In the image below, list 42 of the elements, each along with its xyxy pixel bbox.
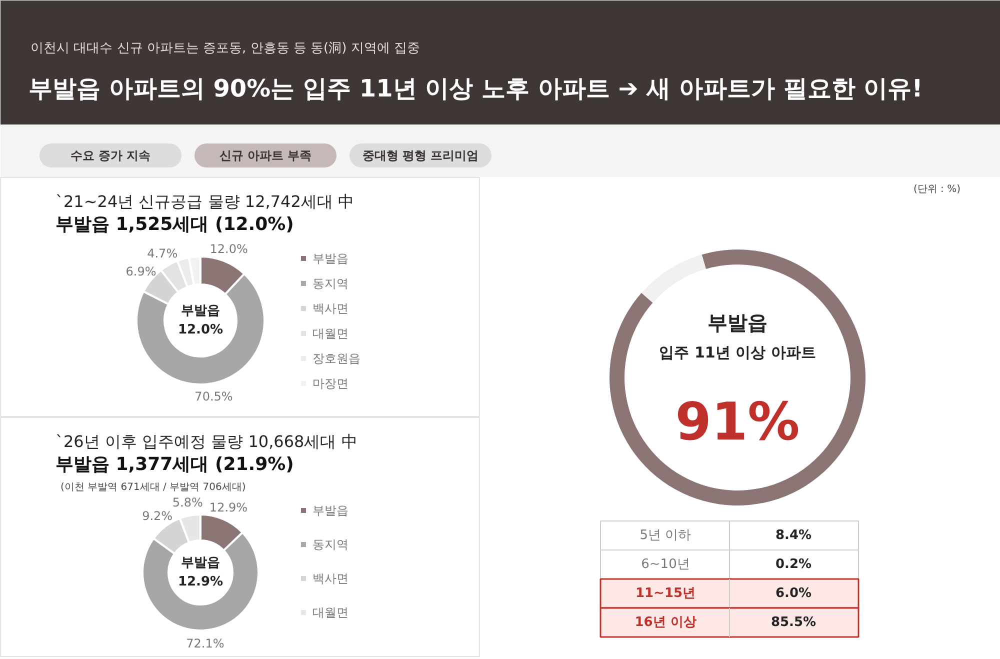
data-label: 4.7% bbox=[147, 246, 178, 261]
text: 입주 11년 이상 아파트 bbox=[659, 344, 816, 362]
chart-title: `26년 이후 입주예정 물량 10,668세대 中 bbox=[56, 432, 358, 451]
data-label: 12.0% bbox=[210, 242, 248, 256]
text: 부발읍 12.9% bbox=[178, 556, 224, 590]
text: 8.4% bbox=[775, 528, 812, 543]
text: 부발읍 12.0% bbox=[178, 304, 224, 338]
data-label: 12.9% bbox=[209, 500, 248, 514]
legend-label: 백사면 bbox=[312, 302, 348, 316]
legend-label: 동지역 bbox=[312, 538, 348, 552]
chart-subtitle: 부발읍 1,377세대 (21.9%) bbox=[56, 454, 294, 475]
text: 부발읍 아파트의 90%는 입주 11년 이상 노후 아파트 ➔ 새 아파트가 필요한 이유! bbox=[28, 74, 923, 102]
legend-label: 대월면 bbox=[312, 606, 348, 620]
chart-subtitle: 부발읍 1,525세대 (12.0%) bbox=[56, 214, 294, 235]
data-label: 72.1% bbox=[186, 636, 224, 650]
text: 0.2% bbox=[775, 557, 812, 572]
category-label: 11~15년 bbox=[635, 586, 696, 601]
text: 부발읍 bbox=[708, 310, 768, 334]
legend-label: 대월면 bbox=[312, 326, 348, 340]
legend-label: 동지역 bbox=[312, 276, 348, 290]
text: (이천 부발역 671세대 / 부발역 706세대) bbox=[60, 482, 246, 493]
data-label: 6.9% bbox=[126, 264, 156, 279]
data-label: 5.8% bbox=[172, 496, 203, 510]
text: 6.0% bbox=[775, 586, 812, 601]
text: 수요 증가 지속 bbox=[70, 148, 151, 162]
data-label: 70.5% bbox=[194, 389, 233, 404]
category-label: 6~10년 bbox=[641, 557, 690, 572]
category-label: 16년 이상 bbox=[634, 615, 696, 630]
text: 이천시 대대수 신규 아파트는 증포동, 안흥동 등 동(洞) 지역에 집중 bbox=[30, 41, 420, 56]
data-label: 9.2% bbox=[142, 509, 173, 524]
category-label: 5년 이하 bbox=[640, 528, 692, 543]
legend-label: 부발읍 bbox=[312, 504, 348, 518]
text: 중대형 평형 프리미엄 bbox=[362, 148, 479, 162]
legend-label: 부발읍 bbox=[312, 252, 348, 266]
text: 85.5% bbox=[770, 615, 816, 630]
text: 신규 아파트 부족 bbox=[219, 148, 312, 162]
legend-label: 마장면 bbox=[312, 376, 348, 390]
chart-title: `21~24년 신규공급 물량 12,742세대 中 bbox=[56, 192, 354, 211]
data-label: 91% bbox=[675, 392, 800, 452]
legend-label: 장호원읍 bbox=[312, 352, 360, 366]
text: (단위 : %) bbox=[913, 184, 961, 195]
legend-label: 백사면 bbox=[312, 572, 348, 586]
